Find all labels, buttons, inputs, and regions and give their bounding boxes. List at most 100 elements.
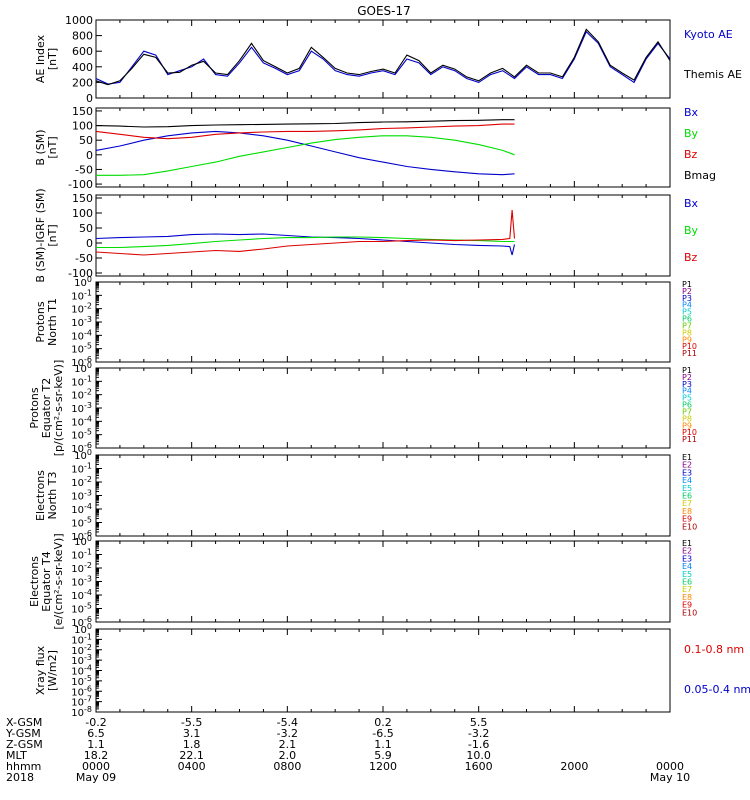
y-tick-label: 10-2 — [71, 475, 92, 489]
y-tick-label: 10-4 — [71, 328, 92, 342]
series-bx — [95, 130, 515, 176]
legend-themis-ae: Themis AE — [683, 68, 742, 81]
legend-e8: E8 — [682, 593, 692, 602]
orbit-value: 1.1 — [87, 738, 105, 751]
y-tick-label: 10-3 — [71, 575, 92, 589]
legend-e8: E8 — [682, 507, 692, 516]
legend-p7: P7 — [682, 407, 692, 416]
orbit-value: 18.2 — [84, 749, 109, 762]
y-tick-label: 10-5 — [71, 428, 92, 442]
legend-p1: P1 — [682, 280, 692, 289]
orbit-row-label: hhmm — [6, 760, 41, 773]
series-by — [96, 135, 515, 176]
legend-bz: Bz — [684, 148, 698, 161]
legend-p11: P11 — [682, 349, 697, 358]
legend-p11: P11 — [682, 435, 697, 444]
legend-by: By — [684, 127, 699, 140]
y-axis-label: Equator T2 — [40, 378, 53, 438]
x-tick-label: 0000 — [656, 760, 684, 773]
y-tick-label: 10-1 — [71, 374, 92, 388]
legend-p10: P10 — [682, 428, 697, 437]
legend-e3: E3 — [682, 554, 692, 563]
panel-xray: Xray flux [W/m2]10-810-710-610-510-410-31… — [34, 622, 750, 719]
start-date: May 09 — [76, 771, 116, 784]
orbit-row-label: Z-GSM — [6, 738, 43, 751]
y-tick-label: 150 — [72, 192, 93, 205]
y-axis-label: B (SM)-IGRF (SM) — [34, 188, 47, 282]
legend-e6: E6 — [682, 578, 692, 587]
series-bz — [95, 209, 516, 256]
legend-p9: P9 — [682, 421, 692, 430]
y-axis-label: North T1 — [46, 298, 59, 346]
y-axis-label: [W/m2] — [46, 650, 59, 691]
end-date: May 10 — [650, 771, 690, 784]
orbit-value: -3.2 — [277, 727, 298, 740]
y-axis-label: Protons — [34, 301, 47, 342]
y-axis-label: North T3 — [46, 472, 59, 520]
panel-bd: B (SM)-IGRF (SM) [nT] -100 -50 0 50 100 150 Bx By… — [34, 188, 699, 282]
y-tick-label: 10-2 — [71, 561, 92, 575]
orbit-value: -6.5 — [372, 727, 393, 740]
orbit-value: 10.0 — [466, 749, 491, 762]
legend-e4: E4 — [682, 562, 692, 571]
y-axis-label: Electrons — [28, 556, 41, 607]
y-axis-label: AE Index — [34, 34, 47, 83]
orbit-row-label: 2018 — [6, 771, 34, 784]
x-tick-label: 0000 — [82, 760, 110, 773]
legend-p4: P4 — [682, 387, 692, 396]
panel-frame — [95, 540, 671, 623]
y-tick-label: -50 — [75, 163, 93, 176]
y-tick-label: 10-5 — [71, 516, 92, 530]
panel-frame — [95, 107, 671, 188]
y-axis-label: Electrons — [34, 470, 47, 521]
legend-p3: P3 — [682, 380, 692, 389]
legend-p4: P4 — [682, 301, 692, 310]
legend-bx: Bx — [684, 197, 699, 210]
y-tick-label: 10-1 — [71, 548, 92, 562]
y-tick-label: 100 — [74, 275, 92, 289]
y-tick-label: 10-3 — [71, 401, 92, 415]
legend-item: 0.1-0.8 nm — [684, 643, 744, 656]
y-tick-label: 600 — [72, 45, 93, 58]
orbit-value: 6.5 — [87, 727, 105, 740]
y-tick-label: 10-4 — [71, 414, 92, 428]
panel-frame — [95, 454, 671, 537]
legend-bx: Bx — [684, 106, 699, 119]
y-tick-label: -100 — [68, 267, 93, 280]
y-tick-label: 50 — [79, 222, 93, 235]
y-tick-label: 1000 — [65, 14, 93, 27]
y-tick-label: 10-1 — [71, 462, 92, 476]
legend-p8: P8 — [682, 414, 692, 423]
legend-e5: E5 — [682, 484, 692, 493]
y-tick-label: 100 — [72, 207, 93, 220]
x-tick-label: 1200 — [369, 760, 397, 773]
legend-e2: E2 — [682, 547, 692, 556]
orbit-value: 1.1 — [374, 738, 392, 751]
series-bx — [95, 233, 516, 256]
x-tick-label: 1600 — [465, 760, 493, 773]
panel-frame — [95, 281, 671, 363]
orbit-value: 22.1 — [179, 749, 204, 762]
legend-e10: E10 — [682, 522, 697, 531]
y-tick-label: 0 — [86, 149, 93, 162]
legend-e6: E6 — [682, 492, 692, 501]
y-tick-label: 10-3 — [71, 315, 92, 329]
legend-e7: E7 — [682, 499, 692, 508]
orbit-value: 2.1 — [279, 738, 297, 751]
y-axis-label: [p/(cm²-s-sr-keV)] — [52, 360, 65, 457]
legend-p5: P5 — [682, 308, 692, 317]
y-axis-label: B (SM) — [34, 129, 47, 165]
legend-e10: E10 — [682, 608, 697, 617]
orbit-value: 0.2 — [374, 716, 392, 729]
y-tick-label: -100 — [68, 178, 93, 191]
legend-kyoto-ae: Kyoto AE — [684, 28, 733, 41]
series-bz — [95, 123, 515, 140]
orbit-value: 5.9 — [374, 749, 392, 762]
y-tick-label: 0 — [86, 237, 93, 250]
series-by — [96, 236, 515, 249]
panel-e1: Electrons North T310-610-510-410-310-210-… — [34, 448, 697, 543]
